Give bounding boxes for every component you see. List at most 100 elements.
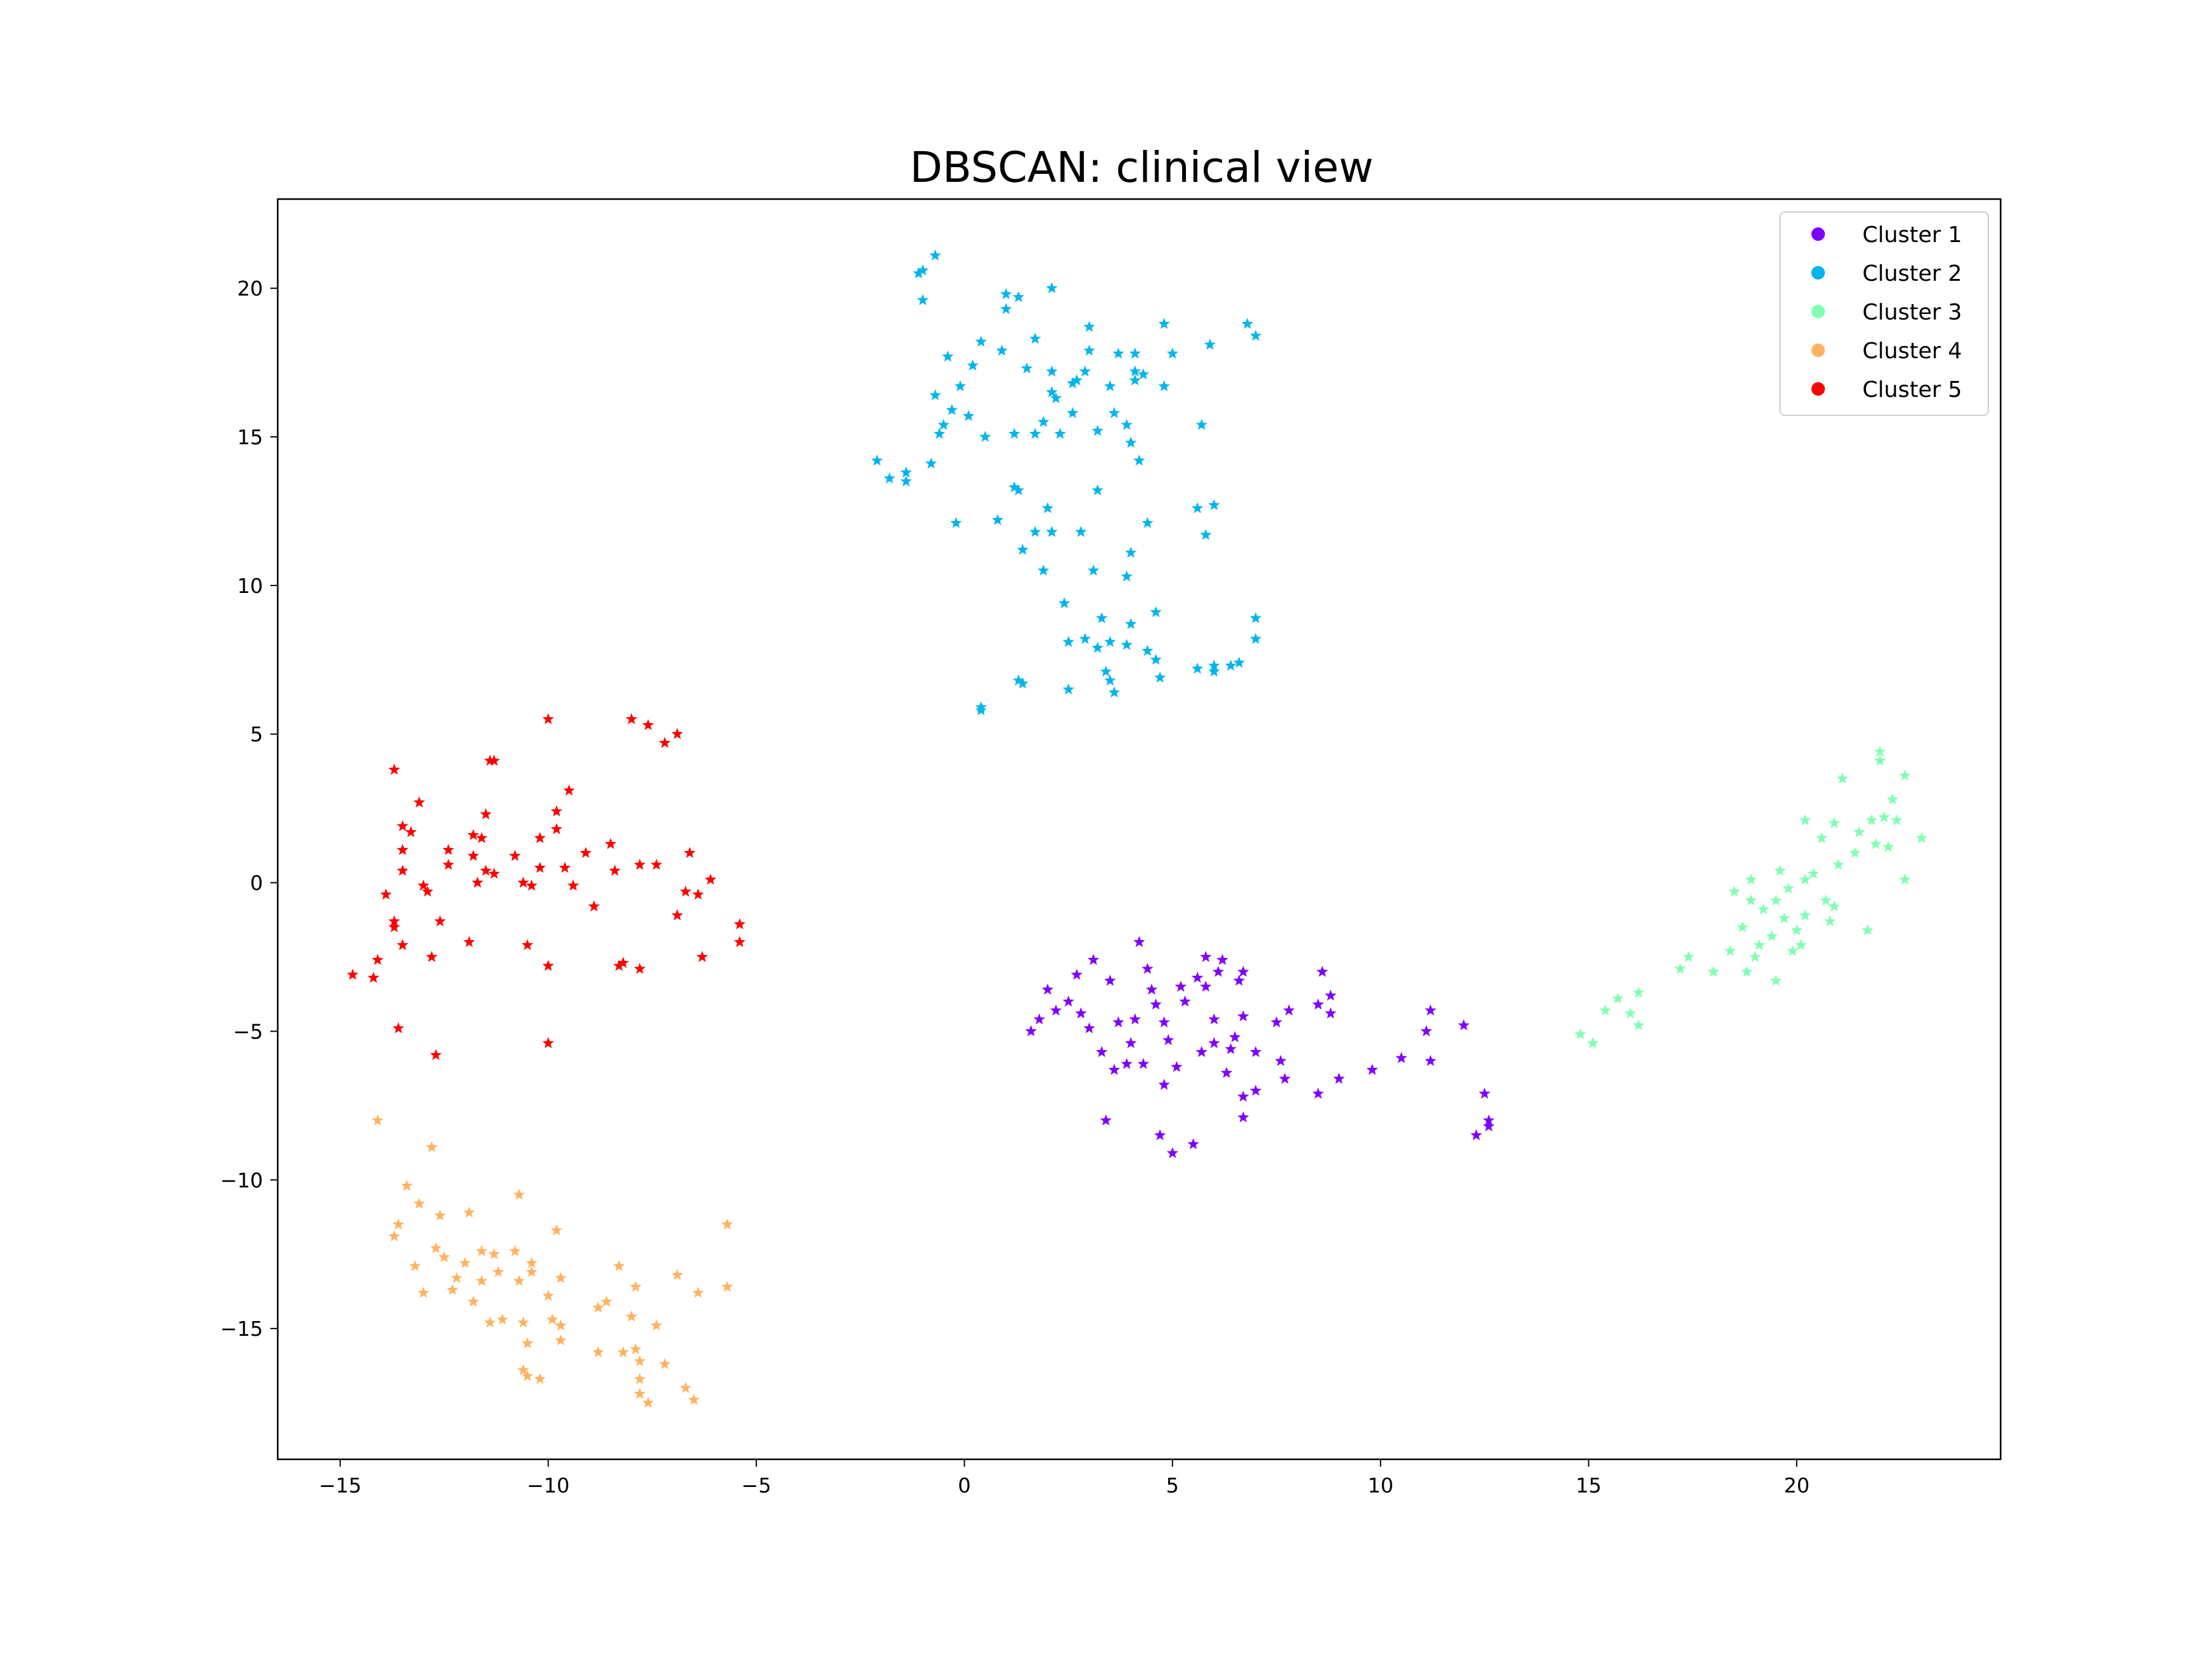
point-cluster-5 (396, 844, 409, 855)
point-cluster-1 (1075, 1007, 1087, 1019)
point-cluster-5 (525, 879, 538, 891)
point-cluster-5 (396, 865, 409, 876)
point-cluster-2 (871, 454, 883, 466)
point-cluster-1 (1162, 1033, 1174, 1045)
point-cluster-3 (1682, 951, 1695, 962)
point-cluster-1 (1316, 965, 1328, 977)
point-cluster-4 (476, 1245, 488, 1257)
point-cluster-4 (429, 1242, 442, 1253)
point-cluster-2 (917, 264, 929, 276)
point-cluster-2 (1121, 418, 1133, 430)
point-cluster-2 (975, 335, 987, 347)
point-cluster-4 (721, 1218, 733, 1230)
point-cluster-1 (1179, 995, 1191, 1007)
point-cluster-2 (884, 472, 896, 484)
y-tick-label: 0 (250, 871, 263, 895)
point-cluster-1 (1208, 1037, 1220, 1048)
point-cluster-4 (459, 1257, 471, 1268)
point-cluster-2 (1029, 332, 1041, 344)
point-cluster-1 (1395, 1052, 1408, 1064)
point-cluster-5 (442, 844, 455, 855)
point-cluster-4 (626, 1310, 638, 1322)
point-cluster-5 (671, 728, 683, 739)
point-cluster-5 (633, 858, 646, 870)
point-cluster-5 (367, 971, 380, 983)
point-cluster-4 (633, 1373, 646, 1384)
point-cluster-5 (734, 918, 746, 930)
point-cluster-3 (1828, 900, 1840, 912)
point-cluster-3 (1574, 1028, 1586, 1040)
point-cluster-2 (929, 389, 941, 401)
point-cluster-2 (1250, 612, 1262, 624)
point-cluster-1 (1145, 983, 1158, 995)
point-cluster-2 (967, 359, 979, 371)
point-cluster-1 (1133, 936, 1145, 947)
y-axis: −15 −10 −5 0 5 10 15 20 (220, 276, 278, 1341)
point-cluster-1 (1325, 1007, 1337, 1019)
point-cluster-4 (513, 1188, 525, 1200)
point-cluster-5 (392, 1022, 404, 1033)
point-cluster-1 (1158, 1016, 1171, 1027)
point-cluster-2 (1104, 674, 1116, 686)
legend-marker-4 (1811, 343, 1825, 357)
point-cluster-2 (1250, 329, 1262, 341)
point-cluster-4 (509, 1245, 521, 1257)
point-cluster-1 (1366, 1064, 1378, 1075)
point-cluster-3 (1786, 944, 1798, 956)
point-cluster-1 (1025, 1025, 1037, 1037)
point-cluster-2 (962, 410, 975, 422)
point-cluster-4 (401, 1180, 413, 1191)
point-cluster-2 (1008, 481, 1021, 493)
point-cluster-4 (659, 1358, 671, 1370)
legend-marker-2 (1811, 266, 1825, 280)
point-cluster-5 (692, 888, 704, 900)
point-cluster-1 (1171, 1061, 1183, 1072)
point-cluster-2 (1029, 428, 1041, 439)
point-cluster-2 (1075, 525, 1087, 537)
point-cluster-4 (409, 1260, 421, 1271)
x-tick-label: 20 (1784, 1473, 1810, 1497)
point-cluster-3 (1891, 814, 1903, 826)
point-cluster-2 (1133, 454, 1145, 466)
point-cluster-2 (1104, 380, 1116, 391)
point-cluster-4 (542, 1290, 554, 1301)
legend-label-3: Cluster 3 (1862, 300, 1962, 325)
point-cluster-5 (680, 885, 692, 897)
point-cluster-1 (1070, 968, 1083, 980)
point-cluster-3 (1778, 912, 1790, 924)
point-cluster-2 (1208, 665, 1220, 677)
point-cluster-3 (1799, 873, 1811, 885)
point-cluster-2 (1158, 380, 1171, 391)
point-cluster-5 (372, 954, 384, 965)
point-cluster-2 (1208, 659, 1220, 671)
x-tick-label: −5 (742, 1473, 772, 1497)
point-cluster-4 (534, 1373, 546, 1384)
point-cluster-2 (1142, 645, 1154, 656)
point-cluster-5 (405, 826, 417, 837)
point-cluster-4 (551, 1224, 563, 1236)
legend-label-4: Cluster 4 (1862, 339, 1962, 364)
point-cluster-3 (1915, 832, 1928, 844)
point-cluster-5 (517, 876, 530, 888)
point-cluster-5 (434, 915, 446, 927)
point-cluster-2 (996, 344, 1008, 356)
x-axis: −15 −10 −5 0 5 10 15 20 (319, 1459, 1810, 1497)
point-cluster-5 (626, 713, 638, 724)
point-cluster-3 (1799, 909, 1811, 920)
point-cluster-4 (525, 1257, 538, 1268)
point-cluster-1 (1250, 1046, 1262, 1057)
y-tick-label: −15 (220, 1317, 263, 1341)
point-cluster-1 (1478, 1088, 1491, 1099)
point-cluster-2 (1083, 321, 1096, 332)
point-cluster-1 (1250, 1084, 1262, 1096)
point-cluster-1 (1279, 1072, 1291, 1084)
point-cluster-3 (1741, 965, 1753, 977)
point-cluster-3 (1770, 894, 1782, 906)
point-cluster-1 (1175, 980, 1187, 992)
point-cluster-2 (1046, 386, 1058, 398)
legend-label-1: Cluster 1 (1862, 222, 1962, 248)
point-cluster-2 (1129, 365, 1141, 377)
point-cluster-4 (546, 1313, 559, 1325)
point-cluster-3 (1708, 965, 1720, 977)
point-cluster-1 (1237, 1090, 1249, 1102)
